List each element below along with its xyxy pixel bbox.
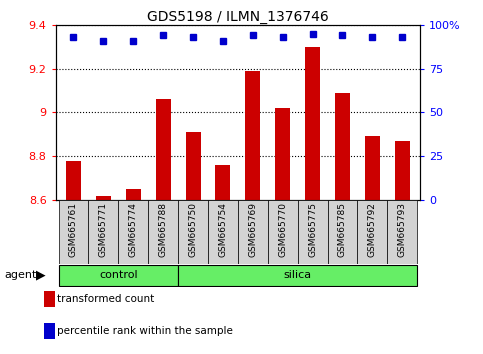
Text: GSM665785: GSM665785 <box>338 202 347 257</box>
Bar <box>88 200 118 264</box>
Bar <box>178 265 417 286</box>
Text: ▶: ▶ <box>36 269 46 282</box>
Text: transformed count: transformed count <box>57 295 155 304</box>
Text: GSM665775: GSM665775 <box>308 202 317 257</box>
Bar <box>178 200 208 264</box>
Bar <box>275 108 290 200</box>
Text: GSM665769: GSM665769 <box>248 202 257 257</box>
Text: GSM665770: GSM665770 <box>278 202 287 257</box>
Bar <box>44 291 55 307</box>
Text: percentile rank within the sample: percentile rank within the sample <box>57 326 233 336</box>
Text: GSM665754: GSM665754 <box>218 202 227 257</box>
Text: GSM665792: GSM665792 <box>368 202 377 257</box>
Title: GDS5198 / ILMN_1376746: GDS5198 / ILMN_1376746 <box>147 10 329 24</box>
Bar <box>335 93 350 200</box>
Bar <box>148 200 178 264</box>
Bar <box>327 200 357 264</box>
Text: GSM665793: GSM665793 <box>398 202 407 257</box>
Bar <box>44 323 55 339</box>
Bar <box>118 200 148 264</box>
Text: agent: agent <box>5 270 37 280</box>
Bar <box>66 161 81 200</box>
Bar <box>245 71 260 200</box>
Bar <box>365 137 380 200</box>
Bar <box>96 196 111 200</box>
Text: GSM665774: GSM665774 <box>129 202 138 257</box>
Bar <box>58 200 88 264</box>
Text: GSM665788: GSM665788 <box>158 202 168 257</box>
Bar <box>387 200 417 264</box>
Bar <box>357 200 387 264</box>
Bar <box>58 265 178 286</box>
Bar <box>185 132 200 200</box>
Text: GSM665771: GSM665771 <box>99 202 108 257</box>
Bar <box>208 200 238 264</box>
Bar <box>305 47 320 200</box>
Bar <box>298 200 327 264</box>
Text: GSM665750: GSM665750 <box>188 202 198 257</box>
Bar <box>238 200 268 264</box>
Text: silica: silica <box>284 270 312 280</box>
Bar <box>395 141 410 200</box>
Bar <box>126 189 141 200</box>
Bar <box>215 165 230 200</box>
Text: control: control <box>99 270 138 280</box>
Bar <box>156 99 170 200</box>
Text: GSM665761: GSM665761 <box>69 202 78 257</box>
Bar <box>268 200 298 264</box>
